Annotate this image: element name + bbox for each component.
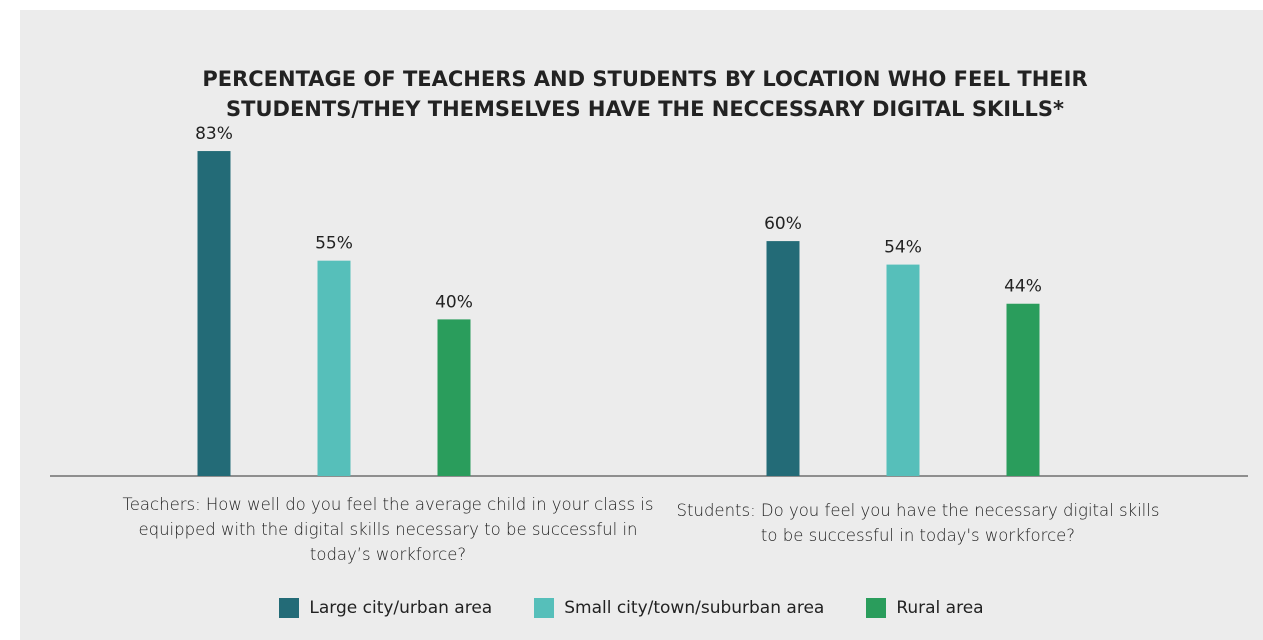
legend-swatch	[534, 598, 555, 618]
bar	[1006, 303, 1040, 476]
value-label: 60%	[764, 214, 802, 234]
bar	[886, 264, 920, 476]
value-label: 55%	[315, 234, 353, 254]
legend-label: Small city/town/suburban area	[564, 598, 825, 618]
value-label: 40%	[435, 292, 473, 312]
bar	[766, 241, 800, 476]
bar	[437, 319, 471, 476]
legend-label: Rural area	[896, 598, 984, 618]
bar	[197, 151, 231, 476]
x-category-label: Teachers: How well do you feel the avera…	[122, 495, 654, 564]
value-label: 54%	[884, 238, 922, 258]
legend-item: Rural area	[866, 598, 984, 618]
legend-swatch	[279, 598, 300, 618]
legend-label: Large city/urban area	[309, 598, 493, 618]
legend: Large city/urban area Small city/town/sub…	[0, 598, 1263, 618]
chart-title: PERCENTAGE OF TEACHERS AND STUDENTS BY L…	[202, 67, 1088, 121]
value-label: 83%	[195, 124, 233, 144]
value-label: 44%	[1004, 277, 1042, 297]
legend-swatch	[866, 598, 887, 618]
x-category-label: Students: Do you feel you have the neces…	[676, 501, 1160, 545]
legend-item: Large city/urban area	[279, 598, 492, 618]
legend-item: Small city/town/suburban area	[534, 598, 824, 618]
bar	[317, 260, 351, 476]
